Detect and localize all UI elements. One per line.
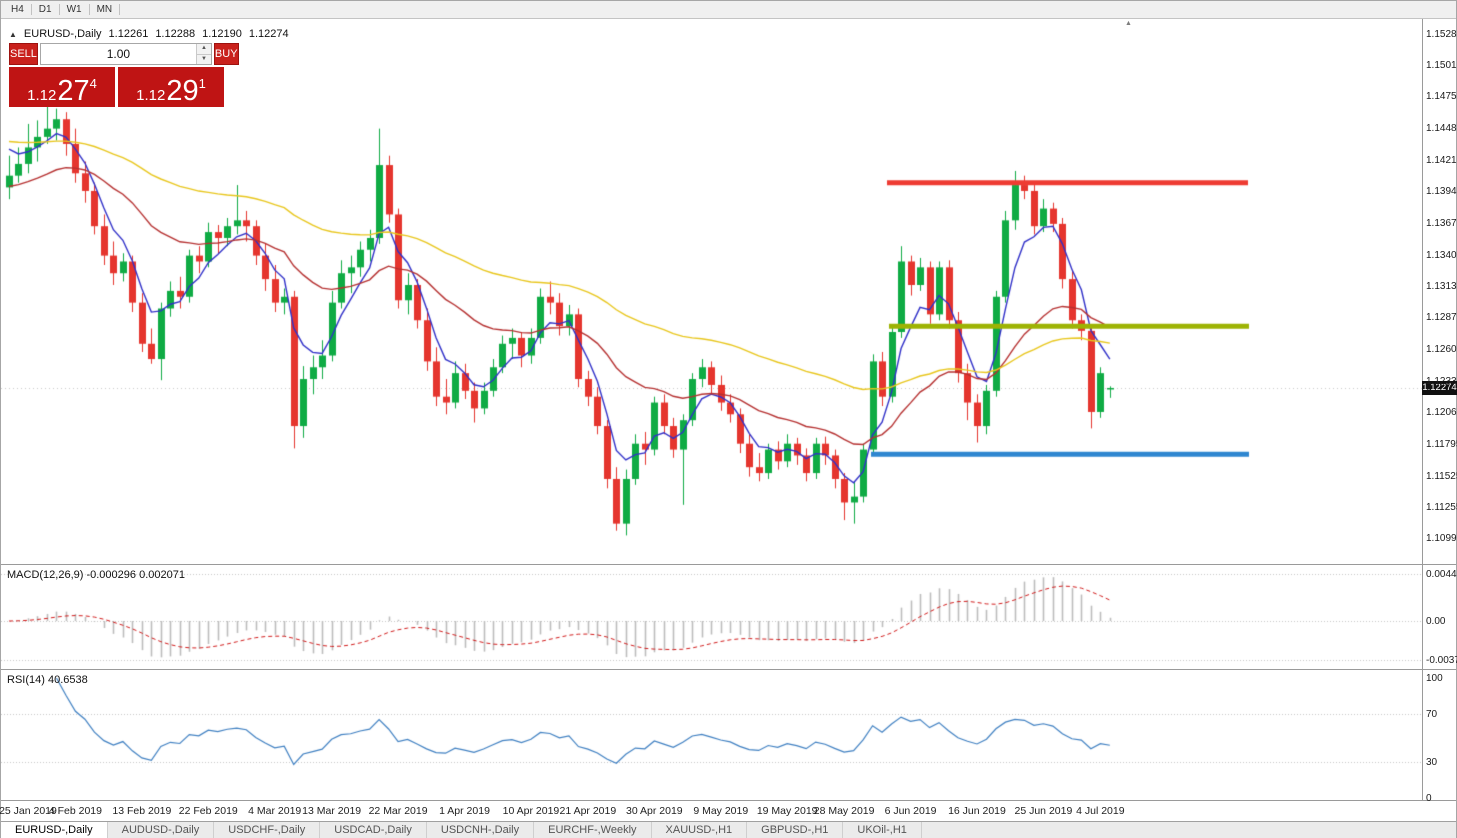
date-axis-label: 9 May 2019 [693, 805, 749, 817]
price-axis-tick: 1.13945 [1426, 186, 1457, 198]
toolbar-separator [58, 4, 60, 15]
price-axis-tick: 1.13405 [1426, 249, 1457, 261]
volume-input-group: ▲ ▼ [39, 43, 212, 65]
buy-price-pipette: 1 [198, 76, 206, 91]
scroll-position-marker-icon[interactable]: ▲ [1125, 20, 1132, 27]
price-axis-tick: 1.12600 [1426, 344, 1457, 356]
volume-spinner: ▲ ▼ [195, 44, 211, 64]
chart-tab-usdcnh-daily[interactable]: USDCNH-,Daily [427, 822, 535, 838]
sell-price-pipette: 4 [89, 76, 97, 91]
open-value: 1.12261 [108, 28, 149, 40]
macd-pane-separator[interactable] [1, 564, 1456, 565]
macd-indicator-label: MACD(12,26,9) -0.000296 0.002071 [7, 569, 185, 581]
timeframe-button-h4[interactable]: H4 [4, 2, 31, 17]
date-axis-label: 13 Mar 2019 [302, 805, 362, 817]
volume-increase-button[interactable]: ▲ [196, 44, 211, 54]
timeframe-button-d1[interactable]: D1 [32, 2, 59, 17]
price-axis-tick: 1.13135 [1426, 281, 1457, 293]
price-axis-tick: 1.11795 [1426, 438, 1457, 450]
collapse-chart-icon[interactable]: ▲ [9, 29, 17, 39]
toolbar-separator [30, 4, 32, 15]
rsi-indicator-label: RSI(14) 40.6538 [7, 674, 88, 686]
date-axis-label: 25 Jun 2019 [1014, 805, 1073, 817]
date-axis-label: 22 Feb 2019 [178, 805, 238, 817]
chart-window: ▲ EURUSD-,Daily 1.12261 1.12288 1.12190 … [0, 19, 1457, 821]
toolbar-separator [88, 4, 90, 15]
date-axis-label: 22 Mar 2019 [368, 805, 428, 817]
chart-tab-ukoil-h1[interactable]: UKOil-,H1 [843, 822, 922, 838]
date-axis-label: 21 Apr 2019 [559, 805, 617, 817]
date-axis-label: 13 Feb 2019 [112, 805, 172, 817]
macd-axis-tick: 0.004465 [1426, 568, 1457, 580]
chart-tab-xauusd-h1[interactable]: XAUUSD-,H1 [652, 822, 748, 838]
price-axis-tick: 1.14210 [1426, 154, 1457, 166]
price-axis-tick: 1.11525 [1426, 470, 1457, 482]
date-axis-label: 30 Apr 2019 [625, 805, 683, 817]
sell-price-tile[interactable]: 1.12 27 4 [9, 67, 115, 107]
buy-price-big: 29 [166, 75, 199, 107]
chart-tabs-bar: EURUSD-,Daily AUDUSD-,Daily USDCHF-,Daily U… [1, 821, 1456, 838]
chart-tab-eurchf-weekly[interactable]: EURCHF-,Weekly [534, 822, 652, 838]
price-axis-tick: 1.14480 [1426, 123, 1457, 135]
timeframe-button-mn[interactable]: MN [90, 2, 120, 17]
volume-input[interactable] [40, 44, 196, 64]
timeframe-button-w1[interactable]: W1 [60, 2, 89, 17]
macd-axis-tick: 0.00 [1426, 615, 1446, 627]
low-value: 1.12190 [202, 28, 242, 40]
date-axis-label: 25 Jan 2019 [0, 805, 57, 817]
rsi-canvas[interactable] [1, 670, 1422, 800]
price-axis-tick: 1.14750 [1426, 91, 1457, 103]
price-axis-tick: 1.12330 [1426, 375, 1457, 387]
chart-ohlc-header: ▲ EURUSD-,Daily 1.12261 1.12288 1.12190 … [9, 28, 289, 40]
symbol-label: EURUSD-,Daily [23, 28, 102, 40]
date-axis-label: 1 Apr 2019 [439, 805, 490, 817]
date-axis-label: 16 Jun 2019 [948, 805, 1006, 817]
chart-tab-eurusd-daily[interactable]: EURUSD-,Daily [1, 822, 108, 838]
chart-tab-usdchf-daily[interactable]: USDCHF-,Daily [214, 822, 321, 838]
price-axis-tick: 1.12870 [1426, 312, 1457, 324]
price-axis-tick: 1.15285 [1426, 28, 1457, 40]
date-axis-label: 19 May 2019 [756, 805, 818, 817]
rsi-pane-separator[interactable] [1, 669, 1456, 670]
rsi-axis-tick: 30 [1426, 756, 1438, 768]
macd-canvas[interactable] [1, 565, 1422, 669]
sell-price-big: 27 [57, 75, 90, 107]
macd-axis-tick: -0.00371 [1426, 654, 1457, 666]
toolbar-separator [119, 4, 121, 15]
chart-tab-gbpusd-h1[interactable]: GBPUSD-,H1 [747, 822, 844, 838]
chart-tab-usdcad-daily[interactable]: USDCAD-,Daily [320, 822, 427, 838]
chart-tab-audusd-daily[interactable]: AUDUSD-,Daily [108, 822, 215, 838]
price-axis-separator [1422, 19, 1423, 800]
close-value: 1.12274 [248, 28, 289, 40]
price-chart-canvas[interactable] [1, 19, 1422, 564]
date-axis-label: 4 Feb 2019 [48, 805, 102, 817]
date-axis-label: 4 Jul 2019 [1076, 805, 1125, 817]
rsi-axis-tick: 70 [1426, 708, 1438, 720]
sell-button[interactable]: SELL [9, 43, 38, 65]
high-value: 1.12288 [155, 28, 196, 40]
price-axis-tick: 1.12065 [1426, 407, 1457, 419]
date-axis-label: 4 Mar 2019 [248, 805, 302, 817]
buy-price-prefix: 1.12 [136, 87, 166, 104]
current-price-tag: 1.12274 [1422, 380, 1457, 395]
price-axis-tick: 1.15015 [1426, 60, 1457, 72]
price-axis-tick: 1.11255 [1426, 502, 1457, 514]
date-axis-label: 28 May 2019 [813, 805, 875, 817]
sell-price-prefix: 1.12 [27, 87, 57, 104]
price-axis-tick: 1.13675 [1426, 217, 1457, 229]
date-axis-label: 10 Apr 2019 [502, 805, 560, 817]
rsi-axis-tick: 100 [1426, 672, 1443, 684]
rsi-axis-tick: 0 [1426, 792, 1432, 804]
buy-button[interactable]: BUY [213, 43, 239, 65]
date-axis-separator [1, 800, 1456, 801]
timeframe-toolbar: H4 D1 W1 MN [1, 1, 1456, 19]
buy-price-tile[interactable]: 1.12 29 1 [118, 67, 224, 107]
volume-decrease-button[interactable]: ▼ [196, 53, 211, 64]
date-axis-label: 6 Jun 2019 [884, 805, 937, 817]
date-axis[interactable]: 25 Jan 2019 4 Feb 2019 13 Feb 2019 22 Feb 2… [0, 801, 1456, 821]
